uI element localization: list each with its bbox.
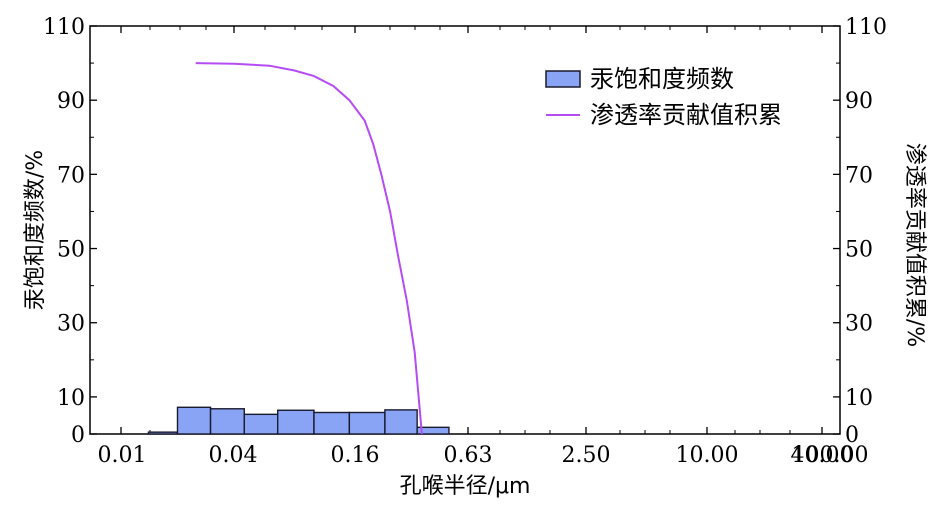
y-tick-label-right: 110 [845, 15, 887, 40]
y-tick-label-right: 70 [845, 163, 873, 188]
plot-frame [89, 25, 841, 435]
x-tick-label: 0.04 [209, 443, 258, 468]
histogram-bar [277, 409, 315, 435]
legend: 汞饱和度频数 渗透率贡献值积累 [545, 65, 782, 129]
x-tick-label: 2.50 [562, 443, 611, 468]
x-tick-label: 0.63 [444, 443, 493, 468]
histogram-bar [348, 411, 386, 435]
legend-bar-swatch [545, 70, 581, 88]
legend-bar-label: 汞饱和度频数 [590, 65, 734, 93]
y-tick-label-right: 50 [845, 238, 873, 263]
y-tick-label-left: 10 [57, 386, 85, 411]
y-tick-label-right: 90 [845, 89, 873, 114]
x-tick-label: 40.00 [791, 443, 854, 468]
histogram-bar [209, 408, 245, 435]
x-tick-label: 0.01 [98, 443, 147, 468]
x-tick-label: 100.00 [792, 443, 869, 468]
x-tick-label: 0.16 [331, 443, 380, 468]
x-axis-title: 孔喉半径/μm [400, 474, 531, 499]
histogram-bar [416, 426, 450, 435]
line-layer [195, 62, 423, 435]
y-tick-label-right: 10 [845, 386, 873, 411]
histogram-bar [147, 431, 179, 435]
y-tick-label-left: 90 [57, 89, 85, 114]
y-axis-title-left: 汞饱和度频数/% [23, 150, 48, 310]
y-tick-label-left: 0 [71, 423, 85, 448]
bars-layer [147, 406, 450, 435]
y-tick-label-left: 50 [57, 238, 85, 263]
histogram-bar [243, 413, 279, 435]
y-tick-label-left: 30 [57, 312, 85, 337]
x-tick-label: 10.00 [676, 443, 739, 468]
y-tick-label-left: 110 [43, 15, 85, 40]
legend-line-label: 渗透率贡献值积累 [590, 101, 782, 129]
cumulative-permeability-line [195, 62, 423, 435]
y-tick-label-right: 0 [845, 423, 859, 448]
histogram-bar [176, 406, 212, 435]
y-tick-label-left: 70 [57, 163, 85, 188]
y-tick-label-right: 30 [845, 312, 873, 337]
histogram-bar [313, 411, 351, 435]
y-axis-title-right: 渗透率贡献值积累/% [902, 143, 927, 347]
histogram-bar [384, 409, 418, 435]
